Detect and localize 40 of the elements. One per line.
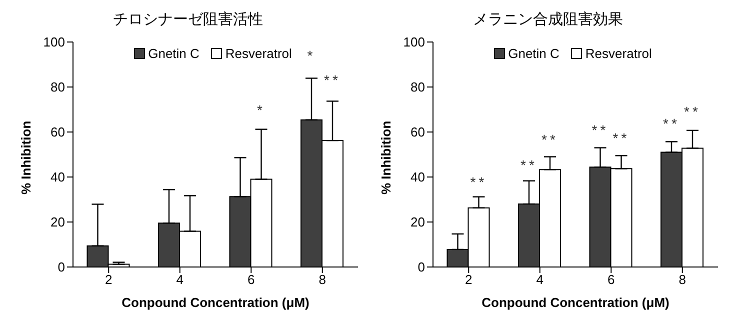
- annotation: **: [470, 174, 488, 190]
- x-tick-label: 2: [465, 272, 472, 288]
- x-axis-title: Conpound Concentration (μM): [122, 295, 310, 310]
- y-tick-label: 80: [410, 80, 425, 95]
- y-tick-label: 60: [50, 124, 65, 140]
- chart-title: チロシナーゼ阻害活性: [112, 10, 264, 30]
- y-tick-label: 40: [50, 170, 65, 185]
- x-axis-title: Conpound Concentration (μM): [482, 295, 670, 310]
- y-tick-label: 60: [410, 124, 425, 140]
- legend-label: Gnetin C: [507, 46, 560, 61]
- y-axis-title: % Inhibition: [18, 120, 34, 194]
- annotation: *: [307, 48, 316, 64]
- chart-title: メラニン合成阻害効果: [472, 10, 624, 30]
- y-tick-label: 40: [410, 170, 425, 185]
- annotation: **: [324, 72, 341, 88]
- annotation: **: [663, 115, 680, 132]
- y-tick-label: 20: [410, 214, 425, 230]
- x-tick-label: 8: [678, 272, 686, 288]
- y-tick-label: 100: [43, 34, 65, 50]
- legend-label: Resveratrol: [584, 46, 652, 61]
- y-tick-label: 20: [50, 214, 65, 230]
- x-tick-label: 4: [176, 272, 184, 288]
- x-tick-label: 6: [608, 272, 615, 288]
- x-tick-label: 4: [536, 272, 544, 288]
- x-tick-label: 8: [318, 272, 326, 288]
- y-axis-title: % Inhibition: [378, 120, 394, 194]
- annotation: *: [257, 102, 266, 118]
- annotation: **: [684, 103, 701, 120]
- x-tick-label: 6: [248, 272, 255, 288]
- annotation: **: [520, 157, 538, 174]
- annotation: **: [612, 130, 630, 146]
- y-tick-label: 80: [50, 80, 65, 95]
- annotation: **: [542, 131, 558, 148]
- x-tick-label: 2: [105, 272, 112, 288]
- legend-label: Resveratrol: [224, 46, 292, 61]
- annotation: **: [592, 122, 609, 138]
- y-tick-label: 0: [58, 260, 65, 275]
- legend-label: Gnetin C: [147, 46, 200, 61]
- y-tick-label: 0: [418, 260, 425, 275]
- y-tick-label: 100: [403, 34, 425, 50]
